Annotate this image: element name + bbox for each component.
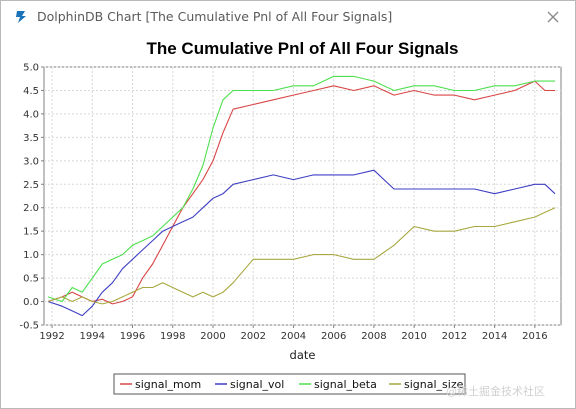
legend-label-signal-vol: signal_vol (230, 378, 284, 391)
y-tick-label: 1.5 (23, 227, 39, 238)
x-tick-label: 1998 (160, 331, 185, 342)
legend-label-signal-beta: signal_beta (314, 378, 377, 391)
x-tick-label: 2016 (522, 331, 547, 342)
plot-area (43, 66, 562, 326)
y-tick-label: 0.0 (23, 297, 39, 308)
x-tick-label: 2010 (401, 331, 426, 342)
x-tick-label: 2006 (321, 331, 346, 342)
y-tick-label: 5.0 (23, 63, 39, 74)
x-tick-label: 2002 (240, 331, 265, 342)
series-line-signal-vol (47, 169, 556, 317)
x-tick-label: 2004 (281, 331, 306, 342)
dolphindb-logo-icon (16, 11, 26, 23)
chart-area: The Cumulative Pnl of All Four Signals -0… (19, 39, 562, 395)
x-tick-label: 1996 (120, 331, 145, 342)
window-title: DolphinDB Chart [The Cumulative Pnl of A… (37, 9, 393, 24)
y-tick-label: -0.5 (19, 321, 39, 332)
y-tick-label: 1.0 (23, 250, 39, 261)
x-tick-label: 1992 (39, 331, 64, 342)
series-line-signal-size (47, 207, 556, 305)
x-tick-label: 2000 (200, 331, 225, 342)
y-tick-label: 4.5 (23, 86, 39, 97)
y-tick-label: 3.5 (23, 133, 39, 144)
x-axis-label: date (290, 348, 316, 362)
watermark: @稀土掘金技术社区 (446, 385, 545, 398)
close-icon[interactable] (543, 7, 563, 27)
y-tick-label: 0.5 (23, 274, 39, 285)
x-tick-label: 2014 (482, 331, 507, 342)
x-tick-label: 2012 (442, 331, 467, 342)
legend-label-signal-mom: signal_mom (135, 378, 201, 391)
y-tick-label: 2.0 (23, 203, 39, 214)
legend-label-signal-size: signal_size (404, 378, 464, 391)
x-tick-label: 1994 (80, 331, 105, 342)
y-tick-label: 3.0 (23, 156, 39, 167)
chart-title: The Cumulative Pnl of All Four Signals (146, 39, 458, 58)
series-line-signal-beta (47, 75, 555, 303)
y-tick-label: 4.0 (23, 109, 39, 120)
legend (113, 373, 466, 395)
x-tick-label: 2008 (361, 331, 386, 342)
title-bar[interactable]: DolphinDB Chart [The Cumulative Pnl of A… (1, 1, 575, 33)
series-line-signal-mom (47, 80, 555, 305)
y-tick-label: 2.5 (23, 180, 39, 191)
